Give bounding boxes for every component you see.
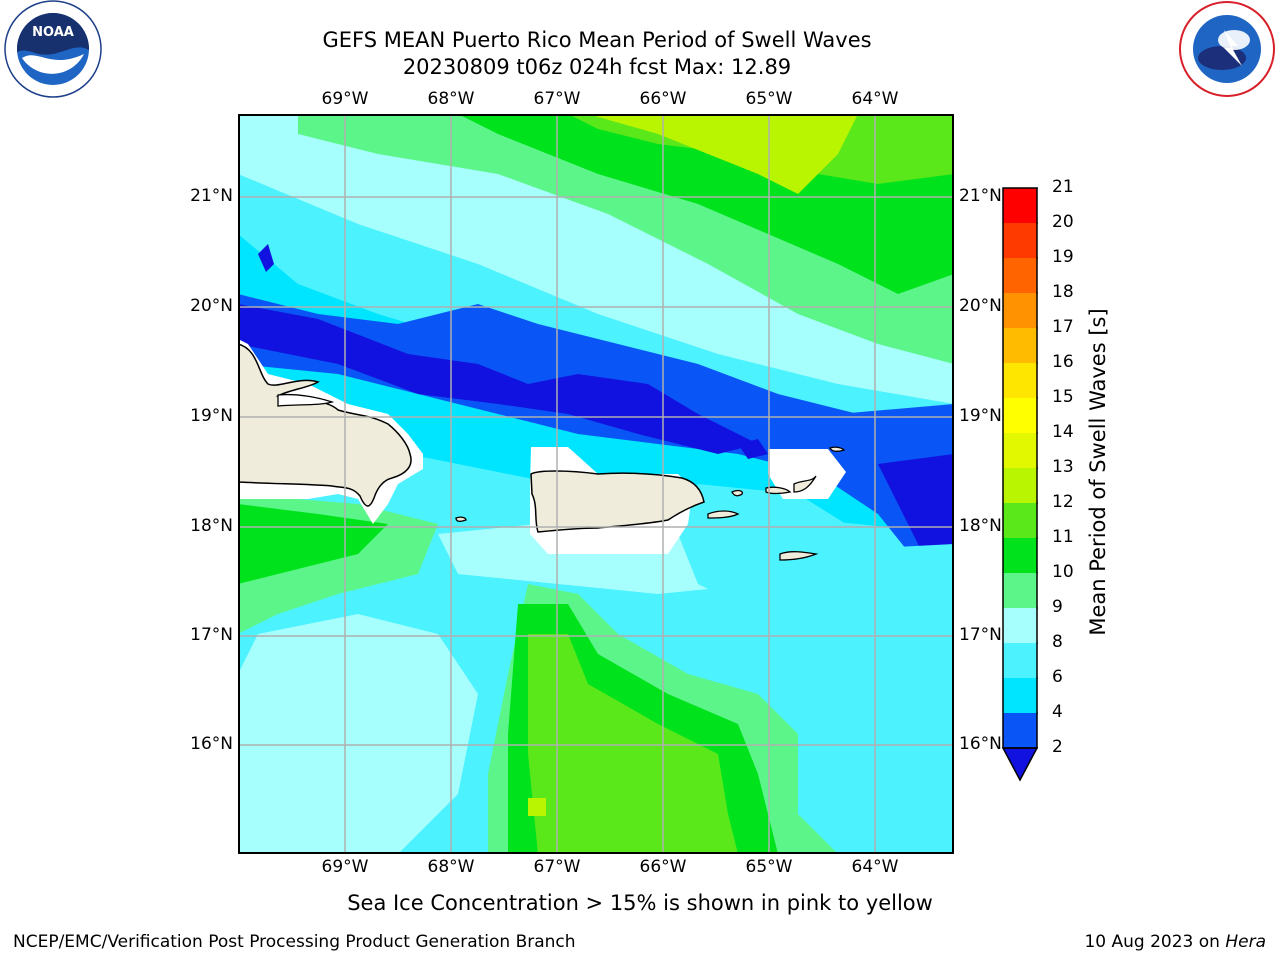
colorbar-tick-label: 17 <box>1052 317 1074 337</box>
colorbar-tick-label: 15 <box>1052 387 1074 407</box>
lon-label-bottom-66w: 66°W <box>639 857 687 877</box>
colorbar-swatch <box>1003 328 1037 363</box>
colorbar-swatch <box>1003 398 1037 433</box>
coastline-bay <box>277 393 335 407</box>
colorbar-swatch <box>1003 643 1037 678</box>
colorbar-tick-label: 14 <box>1052 422 1074 442</box>
lon-label-top-66w: 66°W <box>639 89 687 109</box>
colorbar-swatches <box>1001 187 1039 782</box>
noaa-logo: NOAA <box>2 0 104 100</box>
map-title: GEFS MEAN Puerto Rico Mean Period of Swe… <box>322 28 872 52</box>
colorbar-swatch <box>1003 433 1037 468</box>
lat-label-right-16n: 16°N <box>959 734 1002 754</box>
contour-12-13-south-patch <box>528 798 546 816</box>
noaa-logo-text: NOAA <box>32 25 74 40</box>
map-frame <box>238 114 954 854</box>
lat-label-left-17n: 17°N <box>190 625 233 645</box>
colorbar-swatch <box>1003 503 1037 538</box>
lon-label-bottom-64w: 64°W <box>851 857 899 877</box>
land-anegada <box>829 446 846 452</box>
sea-ice-caption: Sea Ice Concentration > 15% is shown in … <box>347 891 933 915</box>
lon-label-bottom-69w: 69°W <box>321 857 369 877</box>
colorbar-swatch <box>1003 258 1037 293</box>
colorbar-tick-label: 20 <box>1052 212 1074 232</box>
contour-10-11-southwest <box>238 504 388 584</box>
colorbar-swatch <box>1003 293 1037 328</box>
footer-date: 10 Aug 2023 on <box>1084 932 1220 952</box>
lon-label-top-65w: 65°W <box>745 89 793 109</box>
lon-label-bottom-67w: 67°W <box>533 857 581 877</box>
colorbar-swatch <box>1003 573 1037 608</box>
colorbar-swatch <box>1003 538 1037 573</box>
colorbar-swatch <box>1003 608 1037 643</box>
footer-credit: NCEP/EMC/Verification Post Processing Pr… <box>13 932 576 952</box>
map-subtitle: 20230809 t06z 024h fcst Max: 12.89 <box>402 55 792 79</box>
colorbar-tick-label: 21 <box>1052 177 1074 197</box>
nws-logo <box>1176 0 1278 100</box>
colorbar-tick-labels: 2 4 6 8 9 10 11 12 13 14 15 16 17 18 19 20 21 <box>1052 177 1092 780</box>
lon-label-top-67w: 67°W <box>533 89 581 109</box>
colorbar-tick-label: 6 <box>1052 667 1063 687</box>
land-mona <box>455 516 467 522</box>
lat-label-left-19n: 19°N <box>190 406 233 426</box>
contour-11-12-south <box>528 634 738 854</box>
lon-label-top-68w: 68°W <box>427 89 475 109</box>
lat-label-right-17n: 17°N <box>959 625 1002 645</box>
land-culebra <box>731 489 744 497</box>
footer-host: Hera <box>1225 932 1266 952</box>
lat-label-right-19n: 19°N <box>959 406 1002 426</box>
colorbar-tick-label: 4 <box>1052 702 1063 722</box>
land-st-croix <box>779 551 819 561</box>
map-panel <box>238 114 954 854</box>
colorbar-label: Mean Period of Swell Waves [s] <box>1086 308 1110 636</box>
colorbar-tick-label: 10 <box>1052 562 1074 582</box>
lat-label-right-21n: 21°N <box>959 186 1002 206</box>
colorbar-under-arrow <box>1001 747 1039 782</box>
lat-label-left-18n: 18°N <box>190 516 233 536</box>
land-st-john <box>793 475 817 493</box>
contour-small-patch-nw <box>258 244 274 272</box>
colorbar-swatch <box>1003 713 1037 748</box>
land-puerto-rico <box>530 470 705 533</box>
colorbar-tick-label: 12 <box>1052 492 1074 512</box>
colorbar-swatch <box>1003 678 1037 713</box>
colorbar-tick-label: 11 <box>1052 527 1074 547</box>
swell-period-map <box>238 114 954 854</box>
lon-label-bottom-65w: 65°W <box>745 857 793 877</box>
lon-label-top-64w: 64°W <box>851 89 899 109</box>
lat-label-left-21n: 21°N <box>190 186 233 206</box>
contour-small-patch-vi <box>738 439 768 459</box>
lat-label-right-20n: 20°N <box>959 296 1002 316</box>
lon-label-top-69w: 69°W <box>321 89 369 109</box>
colorbar-tick-label: 9 <box>1052 597 1063 617</box>
colorbar-swatch <box>1003 363 1037 398</box>
land-hispaniola <box>238 343 412 507</box>
footer-date-host: 10 Aug 2023 on Hera <box>1084 932 1266 952</box>
land-vieques <box>707 510 740 519</box>
colorbar-swatch <box>1003 223 1037 258</box>
colorbar <box>1001 187 1039 783</box>
colorbar-tick-label: 13 <box>1052 457 1074 477</box>
contour-8-9-southwest <box>238 614 478 854</box>
colorbar-tick-label: 16 <box>1052 352 1074 372</box>
colorbar-tick-label: 8 <box>1052 632 1063 652</box>
lat-label-right-18n: 18°N <box>959 516 1002 536</box>
colorbar-swatch <box>1003 188 1037 223</box>
contour-12-13-north <box>588 114 858 194</box>
lat-label-left-20n: 20°N <box>190 296 233 316</box>
colorbar-tick-label: 19 <box>1052 247 1074 267</box>
lat-label-left-16n: 16°N <box>190 734 233 754</box>
lon-label-bottom-68w: 68°W <box>427 857 475 877</box>
colorbar-swatch <box>1003 468 1037 503</box>
land-mask-virgin-islands <box>768 449 846 499</box>
colorbar-tick-label: 2 <box>1052 737 1063 757</box>
colorbar-tick-label: 18 <box>1052 282 1074 302</box>
graticule <box>238 114 954 854</box>
